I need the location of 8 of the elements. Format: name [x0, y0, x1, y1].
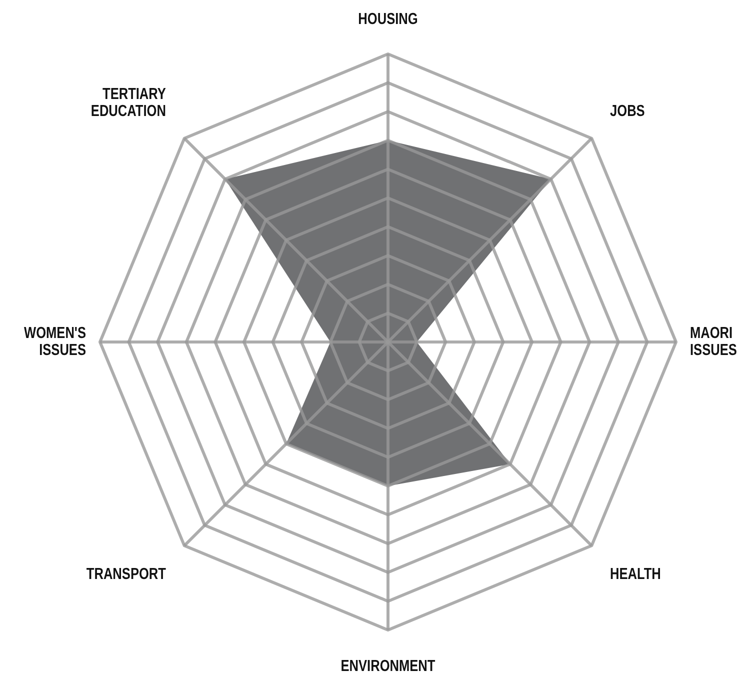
spoke-label: MAORI ISSUES — [690, 324, 738, 360]
spoke-label: ENVIRONMENT — [340, 658, 436, 676]
spoke-label: HOUSING — [358, 10, 418, 28]
spoke-label: TERTIARY EDUCATION — [90, 86, 166, 120]
spoke-label: WOMEN'S ISSUES — [24, 324, 86, 360]
spoke-label: HEALTH — [610, 566, 661, 584]
spoke-label: TRANSPORT — [86, 566, 166, 584]
spoke-label: JOBS — [610, 102, 646, 120]
